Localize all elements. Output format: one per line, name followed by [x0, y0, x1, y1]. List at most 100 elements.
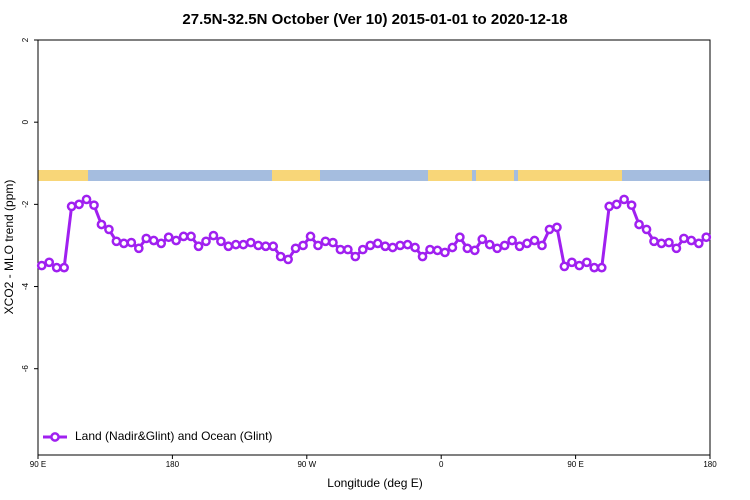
data-point: [522, 238, 532, 249]
y-tick-label: -2: [21, 200, 30, 208]
data-point: [387, 242, 398, 253]
data-point: [402, 239, 413, 250]
y-tick-label: 2: [21, 37, 30, 42]
data-point: [245, 237, 256, 248]
data-point: [66, 201, 77, 212]
data-point: [253, 240, 264, 251]
data-point: [581, 257, 592, 268]
land-strip: [428, 170, 472, 181]
data-point: [693, 238, 704, 249]
data-point: [298, 240, 308, 251]
data-point: [410, 242, 420, 253]
x-axis-label: Longitude (deg E): [327, 476, 422, 490]
ocean-strip: [38, 170, 710, 181]
data-point: [492, 243, 503, 254]
land-strip: [476, 170, 514, 181]
data-point: [178, 231, 189, 242]
data-point: [656, 238, 667, 249]
data-point: [455, 232, 465, 243]
data-point: [350, 251, 361, 262]
data-point: [634, 219, 644, 230]
data-point: [343, 244, 353, 255]
legend-label: Land (Nadir&Glint) and Ocean (Glint): [75, 429, 272, 443]
y-tick-label: -4: [21, 282, 30, 290]
data-point: [290, 243, 301, 254]
data-point: [357, 244, 368, 255]
data-point: [186, 231, 196, 242]
data-point: [507, 235, 517, 246]
data-point: [89, 200, 99, 211]
plot-frame: [37, 39, 711, 456]
data-point: [596, 262, 607, 273]
data-point: [365, 240, 376, 251]
chart-title: 27.5N-32.5N October (Ver 10) 2015-01-01 …: [182, 11, 567, 28]
data-point: [313, 240, 323, 251]
data-point: [231, 239, 241, 250]
data-point: [163, 232, 174, 243]
data-point: [611, 199, 622, 210]
x-tick-label: 180: [703, 460, 717, 469]
data-point: [469, 245, 480, 256]
data-point: [141, 233, 152, 244]
data-point: [484, 239, 495, 250]
data-point: [36, 260, 47, 271]
data-point: [51, 262, 62, 273]
data-point: [74, 199, 84, 210]
data-point: [679, 233, 689, 244]
data-point: [529, 235, 540, 246]
data-point: [619, 194, 629, 205]
data-point: [96, 219, 107, 230]
data-point: [499, 240, 510, 251]
data-point: [283, 254, 293, 265]
data-point: [328, 237, 338, 248]
land-strip: [272, 170, 320, 181]
data-point: [432, 245, 443, 256]
data-point: [320, 236, 331, 247]
x-tick-label: 90 W: [297, 460, 316, 469]
data-point: [664, 237, 674, 248]
data-point: [552, 222, 562, 233]
data-point: [119, 238, 129, 249]
data-point: [514, 241, 525, 252]
x-tick-label: 0: [439, 460, 444, 469]
data-point: [81, 194, 92, 205]
data-point: [447, 242, 458, 253]
data-point: [649, 236, 659, 247]
data-point: [126, 237, 137, 248]
y-tick-label: -6: [21, 365, 30, 373]
data-point: [216, 236, 226, 247]
data-point: [59, 262, 69, 273]
data-point: [104, 224, 114, 235]
land-strip: [38, 170, 88, 181]
data-point: [238, 239, 249, 250]
x-tick-label: 90 E: [567, 460, 583, 469]
data-point: [268, 241, 279, 252]
data-point: [111, 236, 122, 247]
land-ocean-strip: [38, 170, 710, 181]
data-point: [686, 235, 697, 246]
data-point: [171, 235, 181, 246]
data-point: [626, 200, 637, 211]
data-point: [193, 241, 204, 252]
data-point: [425, 244, 435, 255]
land-strip: [518, 170, 622, 181]
data-point: [559, 261, 570, 272]
data-point: [462, 243, 473, 254]
data-point: [44, 257, 55, 268]
data-point: [671, 243, 682, 254]
data-point: [477, 234, 488, 245]
data-point: [260, 241, 271, 252]
data-point: [537, 240, 547, 251]
data-point: [208, 230, 219, 241]
data-point: [133, 243, 144, 254]
data-point: [223, 241, 234, 252]
data-point: [148, 235, 159, 246]
legend-marker: [50, 432, 60, 442]
data-point: [380, 241, 391, 252]
data-point: [335, 244, 346, 255]
y-tick-label: 0: [21, 119, 30, 124]
x-tick-label: 90 E: [30, 460, 46, 469]
data-point: [701, 232, 712, 243]
data-point: [395, 240, 405, 251]
data-point: [641, 224, 652, 235]
